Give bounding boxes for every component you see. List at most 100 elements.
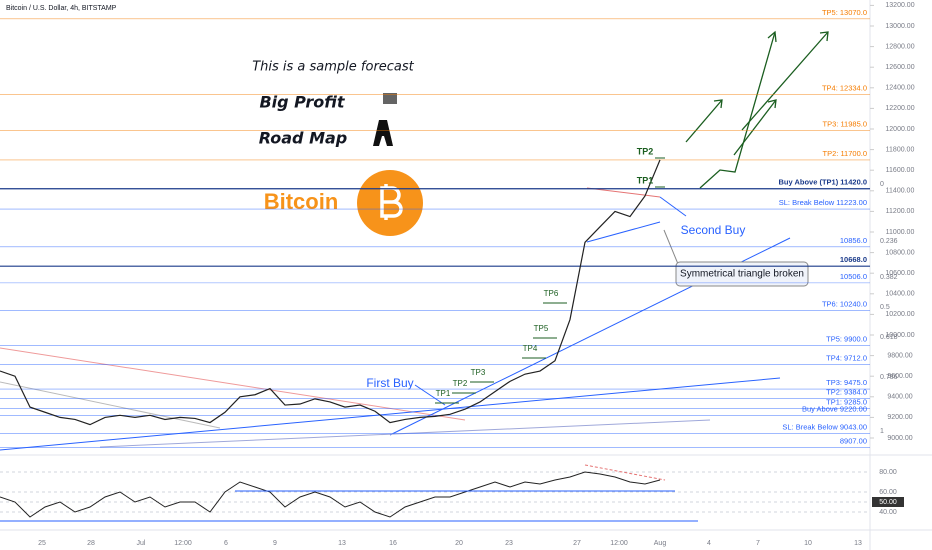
tp-label: TP2 xyxy=(453,379,468,388)
rsi-tick-label: 80.00 xyxy=(879,469,897,476)
level-label: 10668.0 xyxy=(840,255,867,264)
arrow xyxy=(659,196,687,217)
triangle-text: Symmetrical triangle broken xyxy=(680,269,804,280)
big-profit-text: Big Profit xyxy=(259,93,345,112)
level-label: TP2: 11700.0 xyxy=(823,149,867,158)
y-tick-label: 9000.00 xyxy=(887,435,912,442)
price-line xyxy=(0,159,661,426)
x-tick-label: 13 xyxy=(338,540,346,547)
tp-label: TP3 xyxy=(471,368,486,377)
x-tick-label: 12:00 xyxy=(610,540,628,547)
y-tick-label: 10800.00 xyxy=(885,249,914,256)
x-tick-label: 6 xyxy=(224,540,228,547)
x-tick-label: Aug xyxy=(654,540,667,547)
triangle-line xyxy=(586,187,661,198)
triangle-line xyxy=(586,221,661,243)
y-tick-label: 10000.00 xyxy=(885,332,914,339)
arrow xyxy=(414,384,446,406)
level-label: 10506.0 xyxy=(840,272,867,281)
tp-label: TP6 xyxy=(544,289,559,298)
tp-label: TP1 xyxy=(637,175,654,185)
rsi-tick-label: 60.00 xyxy=(879,489,897,496)
x-tick-label: 9 xyxy=(273,540,277,547)
level-label: TP1: 9285.0 xyxy=(826,398,867,407)
forecast-text: This is a sample forecast xyxy=(252,60,414,75)
x-tick-label: 27 xyxy=(573,540,581,547)
y-tick-label: 11600.00 xyxy=(886,167,915,174)
y-tick-label: 10200.00 xyxy=(885,311,914,318)
callout-box xyxy=(675,261,809,287)
road-map-text: Road Map xyxy=(259,129,348,148)
y-tick-label: 9800.00 xyxy=(887,352,912,359)
level-label: TP3: 9475.0 xyxy=(826,378,867,387)
fib-label: 0.236 xyxy=(880,238,898,245)
rsi-line-ann xyxy=(584,464,666,481)
trend-line xyxy=(0,381,221,429)
y-tick-label: 10400.00 xyxy=(885,291,914,298)
x-tick-label: 7 xyxy=(756,540,760,547)
fib-label: 0.5 xyxy=(880,304,890,311)
first-buy: First Buy xyxy=(366,376,413,390)
bitcoin-text: Bitcoin xyxy=(264,189,339,214)
level-label: SL: Break Below 9043.00 xyxy=(782,423,867,432)
y-tick-label: 12000.00 xyxy=(885,126,914,133)
tp-label: TP1 xyxy=(436,389,451,398)
y-tick-label: 11000.00 xyxy=(886,229,915,236)
x-tick-label: 23 xyxy=(505,540,513,547)
y-tick-label: 10600.00 xyxy=(885,270,914,277)
y-tick-label: 12600.00 xyxy=(885,64,914,71)
x-tick-label: 28 xyxy=(87,540,95,547)
y-tick-label: 13200.00 xyxy=(885,2,914,9)
forecast-arrows xyxy=(685,30,829,189)
level-label: TP5: 13070.0 xyxy=(822,8,867,17)
x-tick-label: Jul xyxy=(137,540,146,547)
x-tick-label: 10 xyxy=(804,540,812,547)
tp-label: TP2 xyxy=(637,146,654,156)
level-label: SL: Break Below 11223.00 xyxy=(779,198,867,207)
rsi-tick-label: 50.00 xyxy=(879,499,897,506)
y-tick-label: 13000.00 xyxy=(885,23,914,30)
x-tick-label: 13 xyxy=(854,540,862,547)
fib-label: 0 xyxy=(880,181,884,188)
y-tick-label: 9200.00 xyxy=(887,414,912,421)
rsi-tick-label: 40.00 xyxy=(879,509,897,516)
y-tick-label: 11200.00 xyxy=(886,208,915,215)
level-label: TP5: 9900.0 xyxy=(826,334,867,343)
level-label: TP4: 9712.0 xyxy=(826,354,867,363)
tp-label: TP5 xyxy=(534,324,549,333)
x-tick-label: 12:00 xyxy=(174,540,192,547)
rsi-line xyxy=(0,471,661,518)
x-tick-label: 20 xyxy=(455,540,463,547)
level-label: Buy Above 9220.00 xyxy=(802,404,867,413)
level-label: TP3: 11985.0 xyxy=(823,120,867,129)
level-label: 8907.00 xyxy=(840,437,867,446)
x-tick-label: 16 xyxy=(389,540,397,547)
fib-label: 0.786 xyxy=(880,374,898,381)
tp-label: TP4 xyxy=(523,344,538,353)
y-tick-label: 9400.00 xyxy=(887,394,912,401)
y-tick-label: 11400.00 xyxy=(886,188,915,195)
second-buy: Second Buy xyxy=(681,223,746,237)
flag-icon xyxy=(383,93,397,104)
level-label: TP6: 10240.0 xyxy=(822,299,867,308)
y-tick-label: 12400.00 xyxy=(885,85,914,92)
y-tick-label: 12200.00 xyxy=(885,105,914,112)
bitcoin-symbol xyxy=(380,184,403,220)
y-tick-label: 9600.00 xyxy=(887,373,912,380)
fib-label: 0.382 xyxy=(880,274,898,281)
level-label: Buy Above (TP1) 11420.0 xyxy=(778,178,867,187)
fib-label: 0.618 xyxy=(880,334,898,341)
level-label: 10856.0 xyxy=(840,236,867,245)
level-label: TP2: 9384.0 xyxy=(826,387,867,396)
road-icon xyxy=(373,120,393,146)
trend-line xyxy=(0,347,466,421)
trend-line xyxy=(0,377,781,451)
y-tick-label: 12800.00 xyxy=(885,43,914,50)
y-tick-label: 11800.00 xyxy=(886,146,915,153)
chart-title: Bitcoin / U.S. Dollar, 4h, BITSTAMP xyxy=(6,5,117,12)
level-label: TP4: 12334.0 xyxy=(822,84,867,93)
rsi-label-bg xyxy=(872,497,904,507)
fib-label: 1 xyxy=(880,428,884,435)
x-tick-label: 25 xyxy=(38,540,46,547)
